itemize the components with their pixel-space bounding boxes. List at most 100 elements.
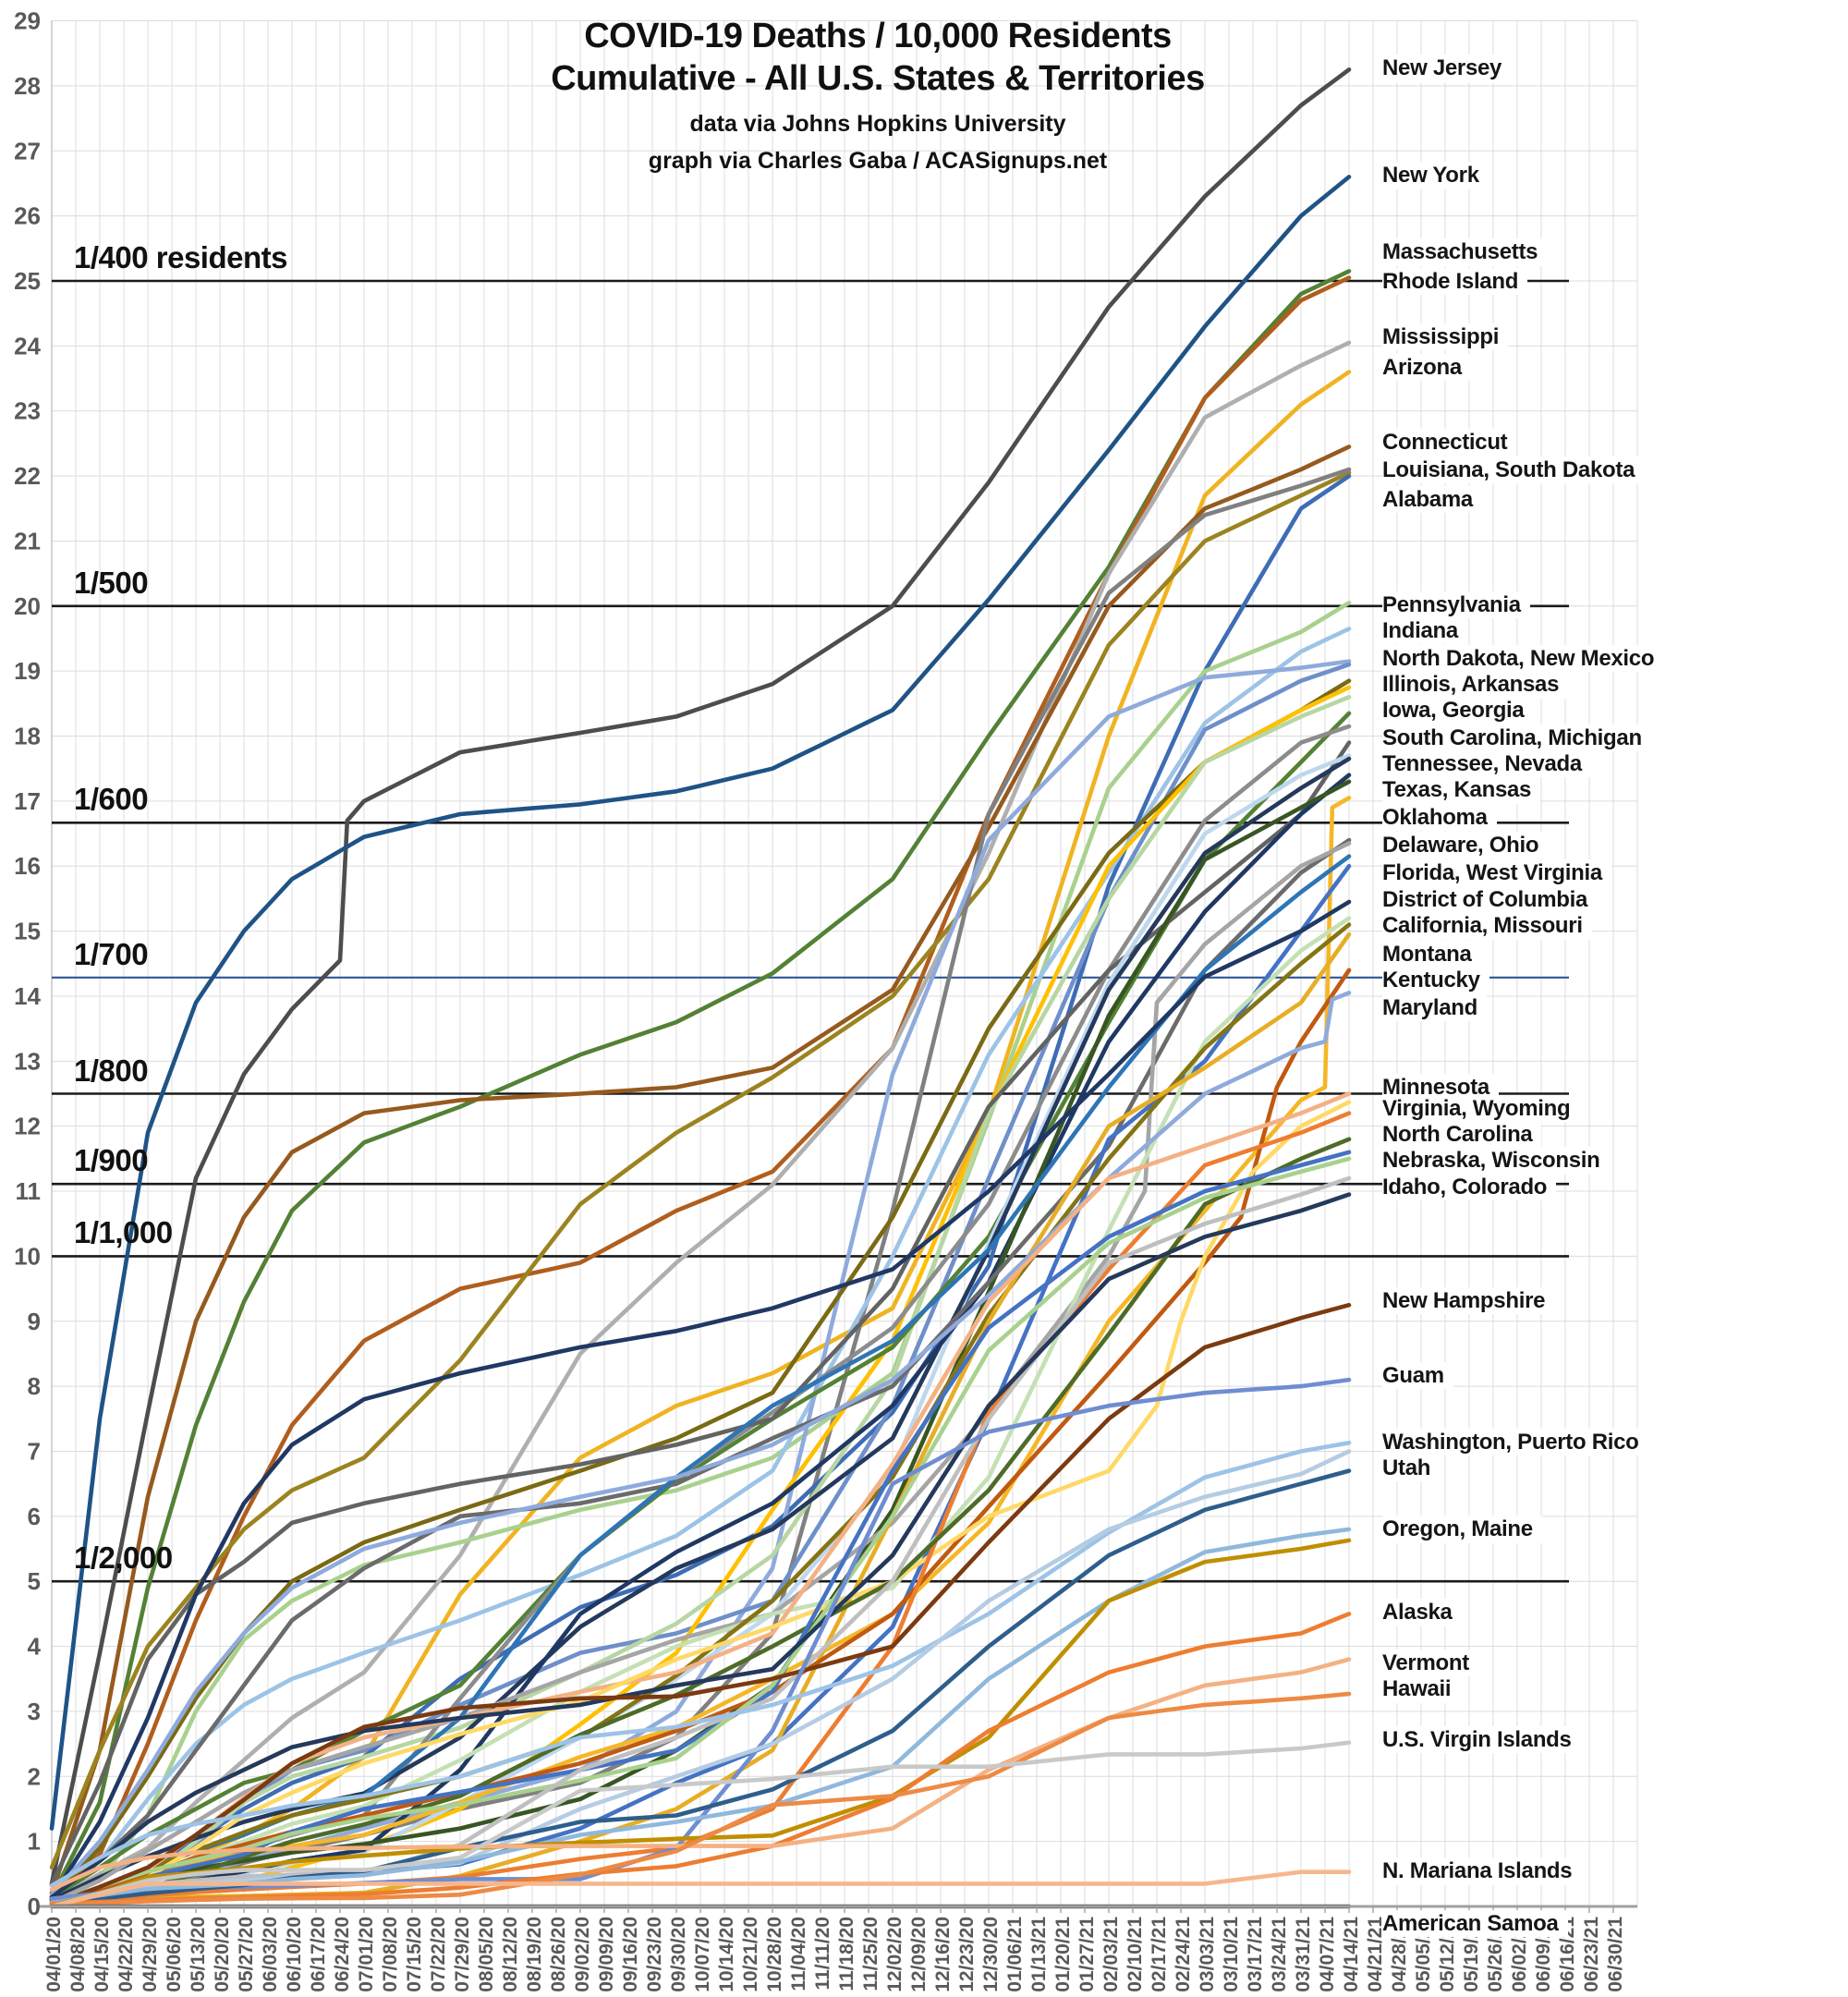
y-tick-label: 6 (28, 1503, 41, 1530)
x-tick-label: 09/23/20 (644, 1917, 665, 1992)
series-lines (49, 67, 1352, 1909)
y-tick-label: 18 (14, 723, 41, 750)
state-label-illinois-arkansas: Illinois, Arkansas (1382, 671, 1569, 699)
x-tick-label: 11/04/20 (788, 1917, 809, 1991)
x-tick-label: 05/06/20 (164, 1917, 185, 1992)
state-label-new-hampshire: New Hampshire (1382, 1286, 1555, 1314)
state-label-oklahoma: Oklahoma (1382, 803, 1497, 832)
y-tick-label: 9 (28, 1308, 41, 1335)
x-tick-label: 11/11/20 (812, 1917, 833, 1990)
x-tick-label: 04/14/21 (1341, 1917, 1362, 1992)
y-tick-label: 8 (28, 1372, 41, 1400)
state-label-north-carolina: North Carolina (1382, 1121, 1542, 1149)
chart-title-line-1: COVID-19 Deaths / 10,000 Residents (584, 17, 1172, 55)
state-label-iowa-georgia: Iowa, Georgia (1382, 697, 1534, 725)
y-tick-label: 29 (14, 7, 41, 35)
x-tick-label: 07/29/20 (452, 1917, 473, 1992)
x-tick-label: 09/30/20 (668, 1917, 689, 1992)
series-line-wisconsin (49, 1156, 1352, 1906)
x-tick-label: 01/20/21 (1052, 1917, 1074, 1992)
x-tick-label: 04/22/20 (116, 1917, 137, 1992)
x-tick-label: 10/14/20 (716, 1917, 737, 1992)
series-line-washington (49, 1441, 1352, 1888)
y-axis-tick-labels: 0123456789101112131415161718192021222324… (14, 7, 41, 1920)
series-line-illinois (49, 678, 1352, 1901)
series-line-louisiana (49, 470, 1352, 1870)
x-tick-label: 07/01/20 (356, 1917, 377, 1992)
state-label-hawaii: Hawaii (1382, 1675, 1461, 1703)
x-tick-label: 07/22/20 (428, 1917, 449, 1992)
x-tick-label: 12/23/20 (956, 1917, 978, 1992)
state-label-new-york: New York (1382, 162, 1489, 189)
y-tick-label: 11 (16, 1177, 42, 1205)
x-tick-label: 03/10/21 (1221, 1917, 1242, 1992)
x-tick-label: 01/27/21 (1076, 1917, 1098, 1992)
state-label-virginia-wyoming: Virginia, Wyoming (1382, 1095, 1580, 1123)
state-label-vermont: Vermont (1382, 1650, 1478, 1677)
series-line-district-of-columbia (49, 899, 1352, 1901)
y-tick-label: 4 (28, 1633, 42, 1661)
y-tick-label: 12 (14, 1113, 41, 1140)
series-line-delaware (49, 837, 1352, 1900)
x-tick-label: 08/05/20 (476, 1917, 497, 1992)
y-tick-label: 24 (14, 332, 41, 359)
y-tick-label: 1 (28, 1828, 41, 1856)
state-label-mississippi: Mississippi (1382, 323, 1509, 351)
series-line-georgia (49, 711, 1352, 1901)
state-label-american-samoa: American Samoa (1382, 1909, 1568, 1937)
series-line-new-jersey (49, 67, 1352, 1886)
y-tick-label: 7 (28, 1437, 41, 1465)
state-label-connecticut: Connecticut (1382, 428, 1517, 457)
series-line-indiana (49, 627, 1352, 1903)
series-line-pennsylvania (49, 600, 1352, 1906)
state-label-montana: Montana (1382, 940, 1481, 968)
x-tick-label: 09/02/20 (572, 1917, 593, 1992)
state-label-south-carolina-michigan: South Carolina, Michigan (1382, 725, 1651, 752)
state-label-indiana: Indiana (1382, 616, 1467, 645)
x-tick-label: 12/09/20 (908, 1917, 930, 1992)
chart-credit-data-source: data via Johns Hopkins University (689, 110, 1066, 137)
x-tick-label: 10/21/20 (740, 1917, 761, 1992)
y-tick-label: 22 (14, 462, 41, 490)
x-tick-label: 01/06/21 (1004, 1917, 1026, 1992)
y-tick-label: 19 (14, 657, 41, 685)
x-tick-label: 05/27/20 (236, 1917, 257, 1992)
state-label-texas-kansas: Texas, Kansas (1382, 776, 1541, 804)
x-tick-label: 06/03/20 (260, 1917, 281, 1992)
state-label-maryland: Maryland (1382, 994, 1487, 1022)
y-tick-label: 23 (14, 397, 41, 425)
state-label-california-missouri: California, Missouri (1382, 912, 1592, 940)
series-line-maryland (49, 991, 1352, 1897)
x-tick-label: 12/30/20 (980, 1917, 1002, 1992)
state-label-rhode-island: Rhode Island (1382, 268, 1528, 296)
state-label-guam: Guam (1382, 1361, 1453, 1389)
reference-label-1-400-residents: 1/400 residents (74, 240, 287, 274)
y-tick-label: 0 (28, 1893, 41, 1920)
y-tick-label: 26 (14, 202, 41, 230)
x-tick-label: 06/24/20 (332, 1917, 353, 1992)
x-tick-label: 07/08/20 (380, 1917, 401, 1992)
x-tick-label: 02/10/21 (1125, 1917, 1146, 1992)
chart-title-block: COVID-19 Deaths / 10,000 Residents Cumul… (462, 15, 1294, 175)
y-tick-label: 21 (14, 527, 41, 554)
state-label-alabama: Alabama (1382, 485, 1482, 513)
series-line-virginia (49, 1100, 1352, 1907)
series-line-hawaii (49, 1691, 1352, 1908)
state-label-oregon-maine: Oregon, Maine (1382, 1516, 1542, 1543)
x-tick-label: 06/30/21 (1605, 1917, 1626, 1992)
series-line-mississippi (49, 340, 1352, 1903)
x-tick-label: 03/24/21 (1269, 1917, 1290, 1992)
state-label-district-of-columbia: District of Columbia (1382, 885, 1598, 913)
series-line-puerto-rico (49, 1449, 1352, 1907)
y-tick-label: 15 (14, 918, 41, 945)
series-line-idaho (49, 1175, 1352, 1906)
state-label-new-jersey: New Jersey (1382, 55, 1512, 82)
series-line-colorado (49, 1192, 1352, 1900)
x-tick-label: 06/17/20 (308, 1917, 329, 1992)
y-tick-label: 25 (14, 267, 41, 295)
series-line-massachusetts (49, 269, 1352, 1899)
state-label-massachusetts: Massachusetts (1382, 238, 1548, 266)
x-tick-label: 11/25/20 (860, 1917, 881, 1991)
series-line-iowa (49, 694, 1352, 1903)
